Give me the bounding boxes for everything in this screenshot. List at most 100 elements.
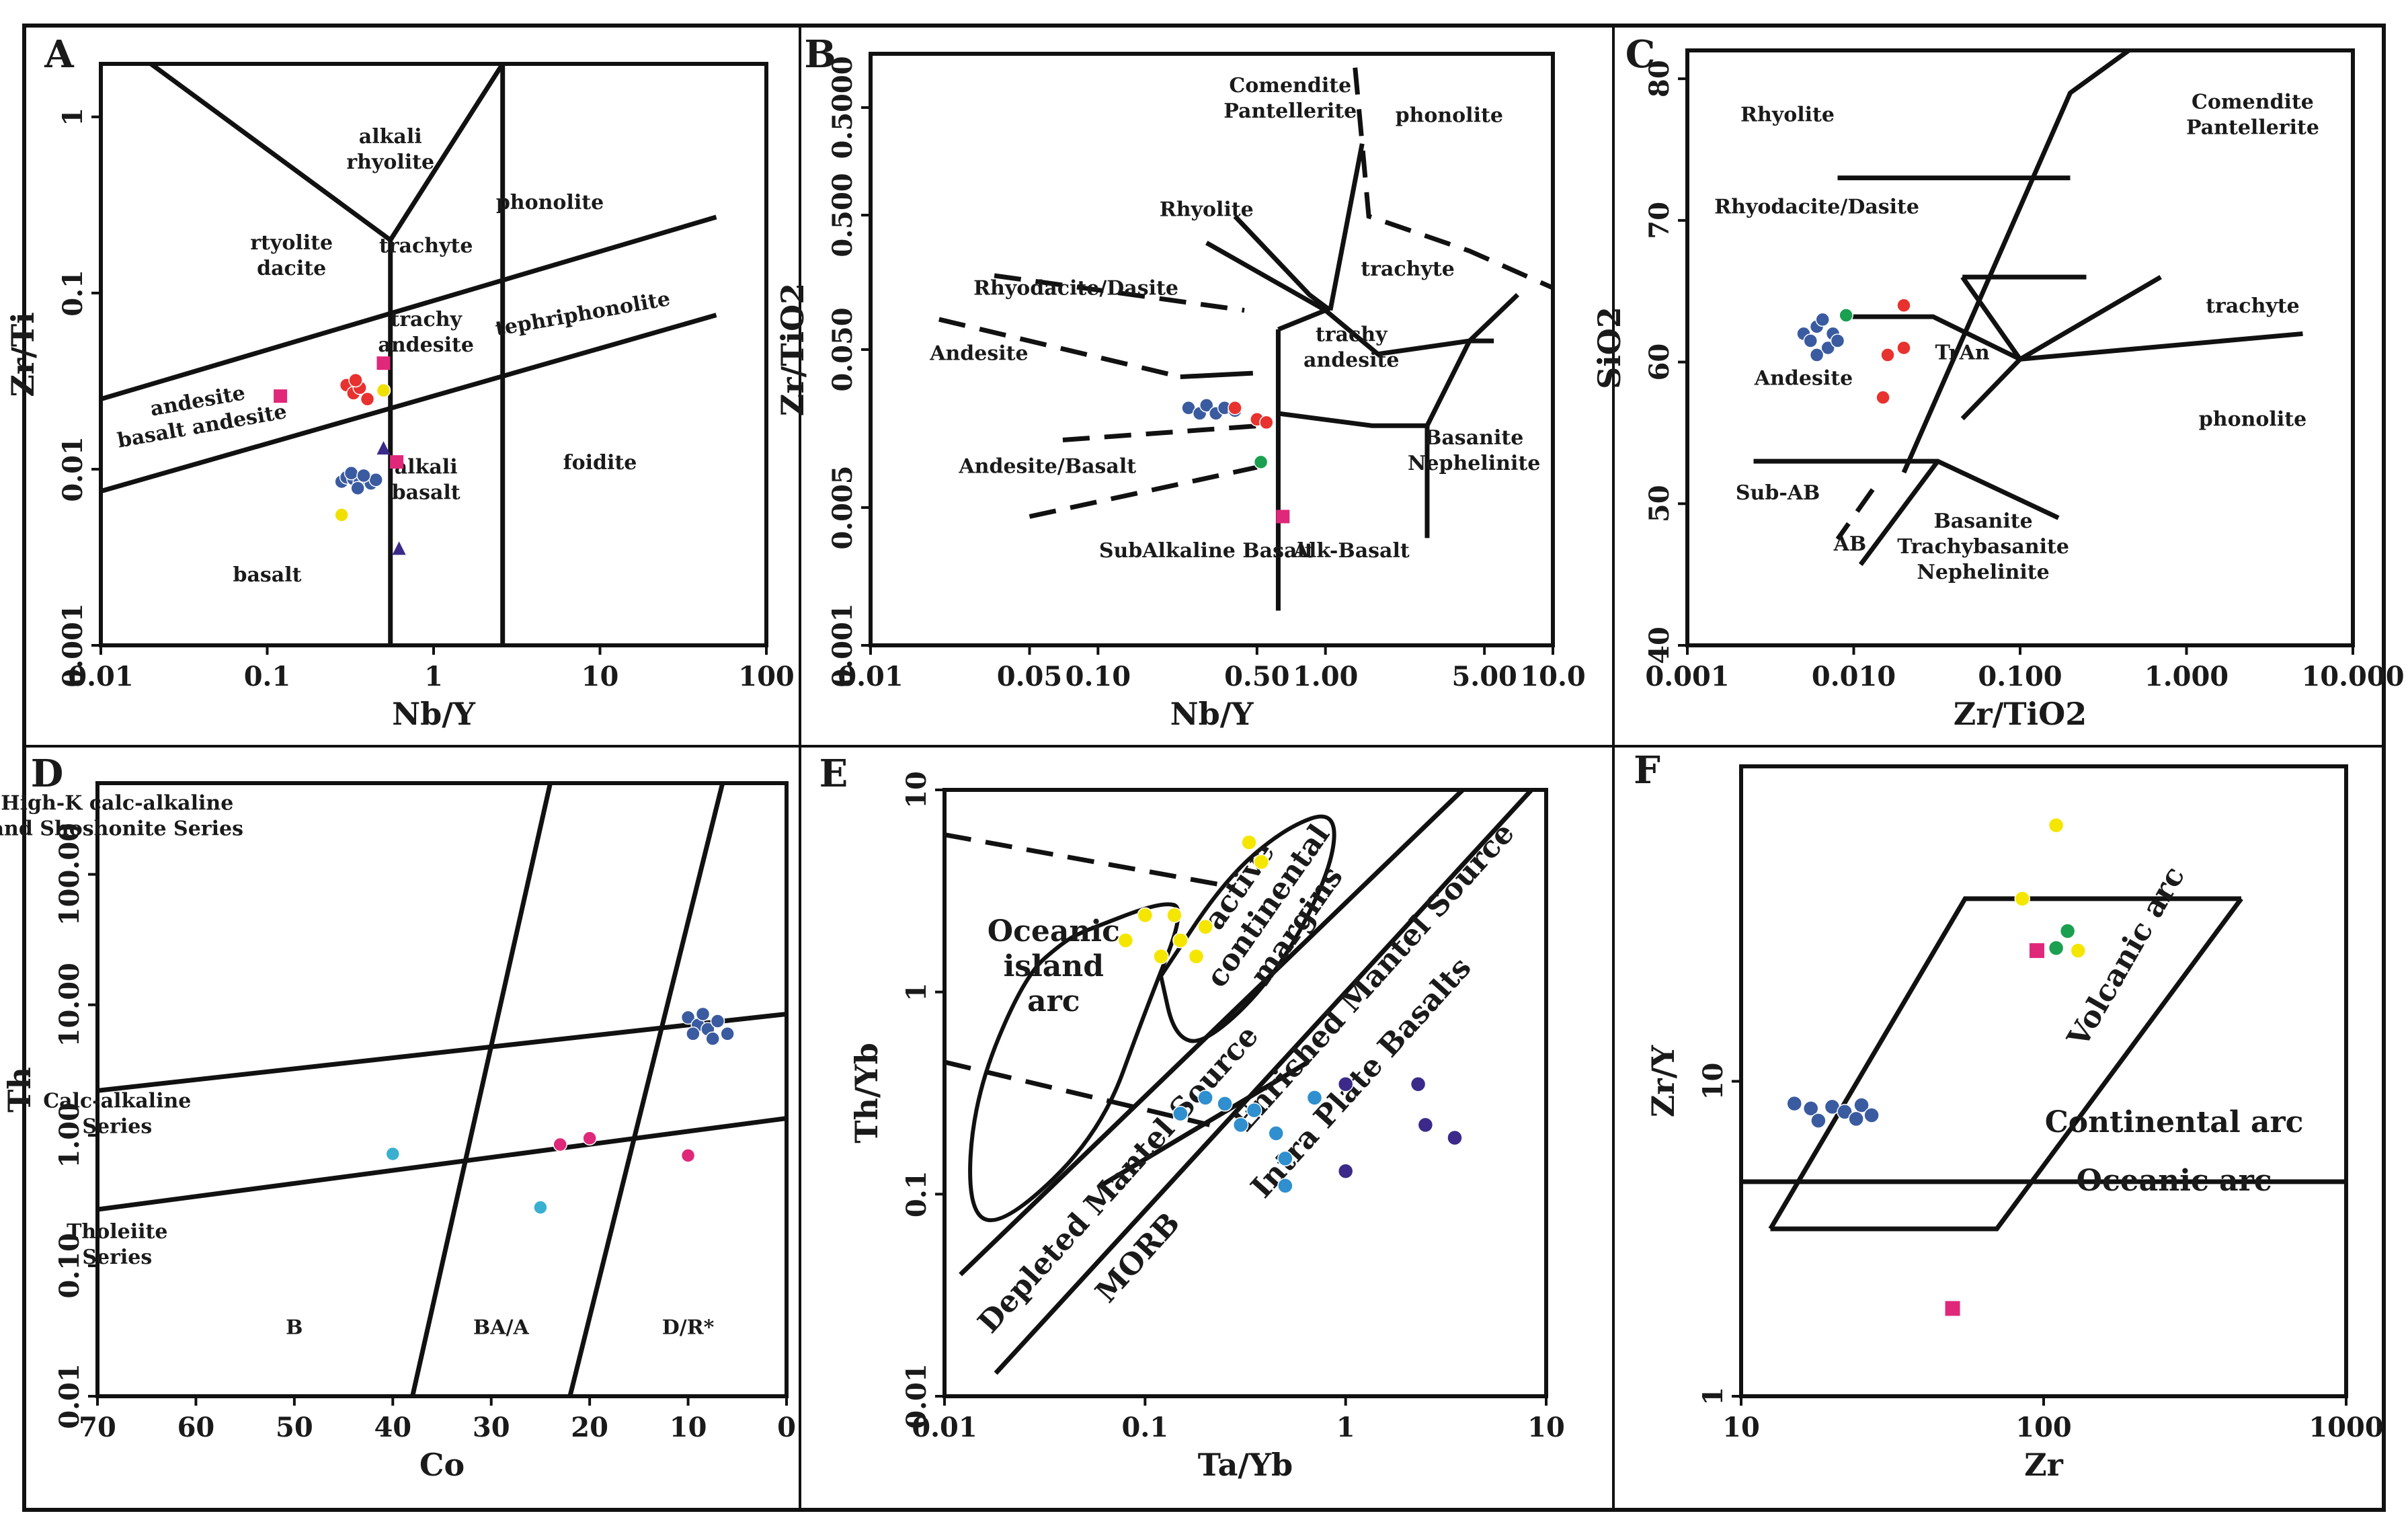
data-point [1880,348,1895,362]
field-label-basanite-nephelinite: Basanite Nephelinite [1408,426,1540,475]
data-point [368,473,383,487]
data-point [2048,817,2064,834]
panel-letter: B [804,32,836,77]
data-point [334,508,349,522]
data-point [1830,333,1845,348]
x-tick-label: 0.001 [1645,661,1729,692]
x-tick-label: 0.01 [838,661,903,692]
field-boundary [1205,241,1520,357]
x-tick-label: 0.010 [1812,661,1896,692]
data-point [1896,298,1911,313]
field-boundary [97,1011,787,1093]
y-tick-label: 10 [901,771,932,809]
field-boundary [1277,308,1326,332]
panel-letter: E [819,752,848,796]
data-point [2059,923,2076,939]
data-point [1896,340,1911,356]
panel-c: C 0.001 0.010 0.100 1.000 10.000 40 50 60 70 80 Zr/… [1591,32,2405,732]
x-tick-label: 0.01 [912,1412,977,1443]
data-point [1259,415,1274,430]
boundary-lines [938,67,1553,611]
data-point [1277,1150,1293,1167]
x-tick-label: 0.10 [1066,661,1131,692]
data-point [686,1027,700,1041]
data-point [1815,312,1830,327]
field-label-rhyolite: Rhyolite [1740,103,1835,126]
field-boundary [1277,411,1427,428]
y-axis-title: Zr/Y [1645,1045,1681,1118]
field-boundary-dashed [945,1059,1211,1127]
data-point [1172,932,1189,949]
y-tick-label: 50 [1644,485,1675,522]
x-tick-label: 60 [177,1412,215,1443]
field-boundary [1328,143,1365,311]
boundary-lines [101,64,717,645]
field-label-rhyolite-dacite: rtyolite dacite [250,231,333,280]
data-point [553,1137,567,1152]
data-point [1810,1113,1827,1129]
data-point [385,1146,401,1162]
x-tick-label: 5.00 [1451,661,1517,692]
field-label-subalkaline-basalt: SubAlkaline Basalt [1099,539,1314,563]
field-label-andesite: Andesite [929,342,1028,366]
field-label-oceanic-island-arc: Oceanic island arc [988,914,1120,1018]
outer-border [22,24,2386,1512]
field-boundary [994,790,1535,1375]
field-label-phonolite: phonolite [1396,104,1503,128]
y-tick-label: 0.01 [54,1363,85,1429]
field-label-basalt: basalt [233,563,302,587]
data-point [680,1010,696,1025]
data-point [1410,1076,1427,1092]
panel-letter: D [31,752,64,796]
y-axis-title: Zr/TiO2 [774,283,811,416]
field-outline [1158,814,1336,1043]
y-tick-label: 40 [1644,627,1675,664]
field-boundary [101,214,717,402]
data-point [1417,1117,1434,1133]
field-boundary [1846,314,2303,362]
x-tick-label: 0.100 [1978,661,2062,692]
x-axis-title: Zr [2024,1447,2064,1483]
data-point [350,481,365,495]
data-point [1253,854,1270,870]
x-tick-label: 40 [374,1412,411,1443]
data-point [1809,348,1824,362]
y-axis-title: Th [1,1067,38,1113]
y-tick-label: 0.050 [827,307,858,391]
x-tick-label: 100 [2015,1412,2072,1443]
y-tick-label: 1 [901,983,932,1002]
data-point [376,356,391,370]
x-tick-label: 0.01 [68,661,133,692]
y-tick-label: 0.005 [827,465,858,549]
data-point [376,441,391,455]
data-point [1166,907,1182,924]
field-label-rhyodacite-dasite: Rhyodacite/Dasite [1714,195,1919,218]
field-boundary [1770,897,2243,1232]
data-point [2014,891,2030,907]
data-point [1268,1125,1284,1141]
data-point [1172,1105,1189,1122]
data-point [1337,1163,1354,1179]
data-point [1853,1097,1870,1113]
x-tick-label: 30 [473,1412,510,1443]
x-tick-label: 10.0 [1520,661,1585,692]
data-point [695,1006,711,1022]
field-boundary [1424,339,1472,427]
field-boundary [97,1116,787,1212]
data-point [1197,1090,1213,1106]
data-point [392,541,406,555]
field-label-phonolite: phonolite [2199,407,2306,431]
data-point [710,1014,725,1029]
y-tick-label: 1 [57,108,89,126]
field-label-basanite: Basanite Trachybasanite Nephelinite [1897,510,2069,584]
field-label-trachy-andesite: trachy andesite [378,308,474,357]
data-point [1241,834,1257,850]
field-label-alk-basalt: Alk-Basalt [1293,539,1410,563]
field-boundary-dashed [994,273,1245,313]
data-point [356,468,371,483]
boundary-lines [97,783,787,1396]
field-label-ba-a: BA/A [473,1316,530,1339]
x-tick-label: 1 [1336,1412,1355,1443]
data-point [1276,510,1290,524]
